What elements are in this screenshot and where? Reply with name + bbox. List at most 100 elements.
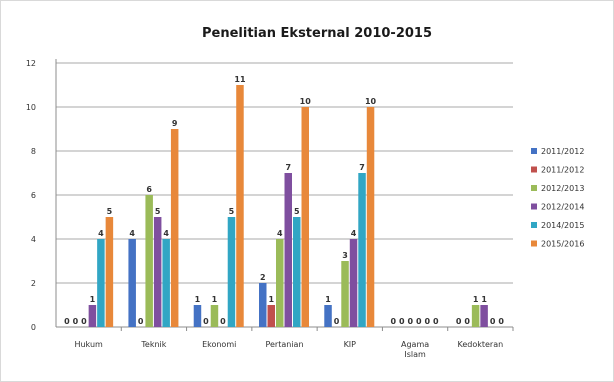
bar xyxy=(471,305,480,327)
category-label: Agama xyxy=(401,340,429,349)
legend: 2011/2012 2011/2012 2012/2013 2012/2014 2014… xyxy=(531,147,584,249)
data-label: 5 xyxy=(294,207,300,216)
data-label: 0 xyxy=(138,317,144,326)
data-label: 6 xyxy=(146,185,152,194)
legend-label: 2015/2016 xyxy=(541,240,584,249)
bar xyxy=(358,173,366,327)
data-label: 0 xyxy=(203,317,209,326)
data-label: 0 xyxy=(399,317,405,326)
chart-title: Penelitian Eksternal 2010-2015 xyxy=(202,26,432,41)
data-label: 10 xyxy=(300,97,312,106)
data-label: 3 xyxy=(342,251,348,260)
legend-swatch xyxy=(531,240,537,247)
bar xyxy=(301,107,309,327)
y-tick-label: 8 xyxy=(31,147,36,156)
data-label: 0 xyxy=(73,317,79,326)
bar xyxy=(293,217,301,327)
data-label: 2 xyxy=(260,273,266,282)
data-label: 0 xyxy=(220,317,226,326)
bar xyxy=(210,305,219,327)
legend-label: 2012/2014 xyxy=(541,203,584,212)
data-label: 1 xyxy=(212,295,218,304)
bar xyxy=(236,85,244,327)
y-tick-label: 0 xyxy=(31,323,36,332)
data-label: 4 xyxy=(163,229,169,238)
data-label: 0 xyxy=(391,317,397,326)
data-label: 0 xyxy=(433,317,439,326)
legend-swatch xyxy=(531,222,537,228)
legend-label: 2011/2012 xyxy=(541,166,584,175)
data-label: 0 xyxy=(498,317,504,326)
bar xyxy=(153,217,162,327)
data-label: 1 xyxy=(195,295,201,304)
y-tick-label: 12 xyxy=(26,59,36,68)
data-label: 4 xyxy=(351,229,357,238)
bar xyxy=(324,305,332,327)
category-label: Pertanian xyxy=(265,340,303,349)
category-label: Kedokteran xyxy=(458,340,504,349)
data-label: 0 xyxy=(464,317,470,326)
data-label: 1 xyxy=(481,295,487,304)
bar xyxy=(97,239,105,327)
data-label: 11 xyxy=(234,75,246,84)
category-label: Teknik xyxy=(140,340,166,349)
category-label: Islam xyxy=(404,350,426,359)
bar xyxy=(349,239,358,327)
data-label: 0 xyxy=(81,317,87,326)
bar xyxy=(227,217,236,327)
y-tick-label: 6 xyxy=(31,191,36,200)
bar xyxy=(105,217,114,327)
data-label: 1 xyxy=(325,295,331,304)
data-label: 9 xyxy=(172,119,178,128)
data-label: 4 xyxy=(129,229,135,238)
bar xyxy=(259,283,267,327)
data-label: 7 xyxy=(359,163,365,172)
bars xyxy=(88,85,488,327)
bar xyxy=(267,305,275,327)
data-label: 5 xyxy=(107,207,113,216)
legend-label: 2011/2012 xyxy=(541,147,584,156)
category-label: Hukum xyxy=(74,340,103,349)
data-label: 1 xyxy=(473,295,479,304)
bar xyxy=(170,129,179,327)
data-label: 0 xyxy=(425,317,431,326)
legend-swatch xyxy=(531,185,537,191)
data-label: 1 xyxy=(90,295,96,304)
data-label: 4 xyxy=(277,229,283,238)
legend-label: 2014/2015 xyxy=(541,221,584,230)
legend-swatch xyxy=(531,166,537,173)
y-tick-label: 2 xyxy=(31,279,36,288)
category-label: Ekonomi xyxy=(202,340,236,349)
bar xyxy=(162,239,170,327)
data-label: 1 xyxy=(268,295,274,304)
legend-label: 2012/2013 xyxy=(541,184,584,193)
data-label: 0 xyxy=(334,317,340,326)
data-label: 7 xyxy=(285,163,291,172)
bar xyxy=(128,239,136,327)
bar xyxy=(480,305,488,327)
data-label: 5 xyxy=(155,207,161,216)
bar xyxy=(284,173,292,327)
data-label: 0 xyxy=(456,317,462,326)
category-labels: Hukum Teknik Ekonomi Pertanian KIP AgamaIslam… xyxy=(74,340,503,359)
legend-swatch xyxy=(531,203,537,210)
y-tick-label: 4 xyxy=(31,235,36,244)
bar xyxy=(145,195,153,327)
bar xyxy=(276,239,284,327)
bar xyxy=(366,107,375,327)
data-label: 0 xyxy=(490,317,496,326)
bar xyxy=(88,305,97,327)
bar xyxy=(341,261,349,327)
data-label: 0 xyxy=(416,317,422,326)
legend-swatch xyxy=(531,148,537,154)
data-label: 10 xyxy=(365,97,377,106)
category-label: KIP xyxy=(344,340,357,349)
bar xyxy=(193,305,202,327)
data-label: 4 xyxy=(98,229,104,238)
data-label: 0 xyxy=(64,317,70,326)
data-label: 0 xyxy=(408,317,414,326)
data-label: 5 xyxy=(229,207,235,216)
